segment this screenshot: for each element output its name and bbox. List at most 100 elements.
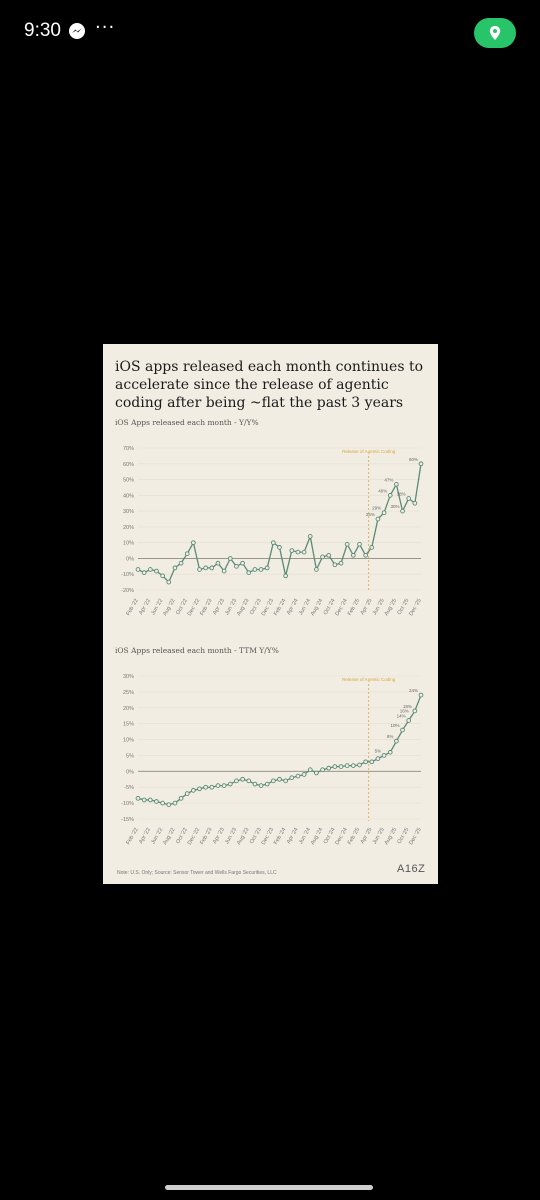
data-point: [314, 770, 319, 776]
data-point: [381, 753, 387, 758]
data-point: [283, 573, 289, 579]
data-point: [203, 565, 209, 571]
status-bar: 9:30 ···: [0, 0, 540, 64]
location-pin-icon: [489, 26, 501, 40]
data-label: 29%: [372, 506, 381, 511]
y-tick-label: 20%: [123, 525, 134, 531]
infographic-title: iOS apps released each month continues t…: [115, 359, 424, 411]
y-tick-label: 40%: [123, 493, 134, 499]
agentic-coding-label: Release of Agentic Coding: [342, 677, 396, 682]
data-point: [406, 496, 412, 501]
data-point: [221, 568, 227, 574]
data-point: [154, 799, 159, 804]
data-point: [338, 764, 344, 769]
data-point: [172, 565, 178, 571]
agentic-coding-label: Release of Agentic Coding: [342, 449, 396, 454]
data-point: [277, 545, 282, 550]
x-tick-label: Feb '22: [125, 827, 139, 846]
data-point: [338, 560, 344, 566]
location-indicator[interactable]: [474, 18, 516, 48]
status-time: 9:30: [24, 20, 61, 41]
data-point: [277, 776, 282, 782]
data-point: [295, 773, 301, 779]
data-label: 14%: [397, 713, 406, 718]
data-point: [375, 756, 381, 761]
data-point: [320, 554, 325, 560]
data-point: [141, 797, 147, 803]
data-point: [172, 800, 178, 806]
data-point: [270, 540, 276, 546]
data-point: [197, 786, 202, 792]
y-tick-label: 0%: [126, 556, 134, 562]
data-point: [332, 562, 338, 568]
data-point: [252, 567, 258, 572]
y-tick-label: 15%: [123, 722, 134, 728]
data-point: [394, 481, 399, 487]
chart2-title: iOS Apps released each month - TTM Y/Y%: [115, 646, 279, 655]
data-point: [166, 802, 172, 808]
data-point: [203, 784, 209, 790]
data-point: [234, 563, 239, 569]
y-tick-label: -5%: [124, 785, 134, 791]
data-point: [246, 570, 252, 575]
x-tick-label: Aug '25: [384, 827, 398, 846]
x-tick-label: Feb '24: [273, 598, 287, 617]
y-tick-label: -15%: [121, 817, 134, 823]
x-tick-label: Aug '23: [236, 827, 250, 846]
source-note: Note: U.S. Only; Source: Sensor Tower an…: [117, 870, 277, 876]
data-point: [264, 781, 270, 787]
data-point: [406, 718, 412, 723]
a16z-logo: A16Z: [397, 863, 426, 875]
data-point: [191, 788, 196, 793]
messenger-icon: [69, 23, 85, 39]
data-point: [270, 778, 276, 784]
data-point: [227, 556, 233, 561]
data-point: [160, 573, 165, 579]
y-tick-label: 30%: [123, 509, 134, 515]
data-point: [375, 516, 381, 522]
data-point: [326, 552, 332, 558]
data-point: [258, 567, 264, 572]
data-point: [221, 783, 227, 788]
data-point: [135, 795, 141, 801]
data-point: [147, 567, 153, 572]
y-tick-label: 70%: [123, 446, 134, 452]
data-point: [387, 749, 393, 755]
data-point: [387, 492, 393, 498]
data-point: [412, 708, 418, 714]
x-tick-label: Feb '23: [199, 827, 213, 846]
data-point: [154, 568, 159, 574]
data-label: 30%: [391, 504, 400, 509]
y-tick-label: 10%: [123, 541, 134, 547]
y-tick-label: 25%: [123, 690, 134, 696]
data-point: [326, 765, 332, 771]
data-point: [412, 500, 418, 506]
data-point: [307, 534, 313, 539]
data-label: 38%: [397, 491, 406, 496]
infographic: iOS apps released each month continues t…: [103, 344, 438, 884]
x-tick-label: Feb '25: [347, 598, 361, 617]
data-point: [394, 738, 399, 744]
data-point: [184, 551, 190, 557]
home-indicator[interactable]: [165, 1185, 373, 1190]
data-point: [209, 565, 215, 571]
data-point: [357, 762, 362, 768]
data-point: [344, 763, 350, 768]
data-point: [166, 579, 172, 585]
data-label: 8%: [387, 734, 394, 739]
x-tick-label: Dec '25: [408, 598, 422, 617]
data-point: [363, 759, 368, 765]
data-label: 40%: [378, 488, 387, 493]
x-tick-label: Feb '23: [199, 598, 213, 617]
data-point: [209, 784, 215, 790]
data-point: [258, 783, 264, 788]
y-tick-label: 60%: [123, 462, 134, 468]
data-point: [147, 797, 153, 803]
data-point: [252, 781, 258, 787]
ttm-line-chart: 30%25%20%15%10%5%0%-5%-10%-15%Feb '22Apr…: [121, 674, 424, 846]
data-point: [289, 548, 295, 553]
data-point: [369, 759, 375, 765]
x-tick-label: Feb '25: [347, 827, 361, 846]
data-label: 16%: [400, 709, 409, 714]
data-point: [240, 560, 245, 566]
